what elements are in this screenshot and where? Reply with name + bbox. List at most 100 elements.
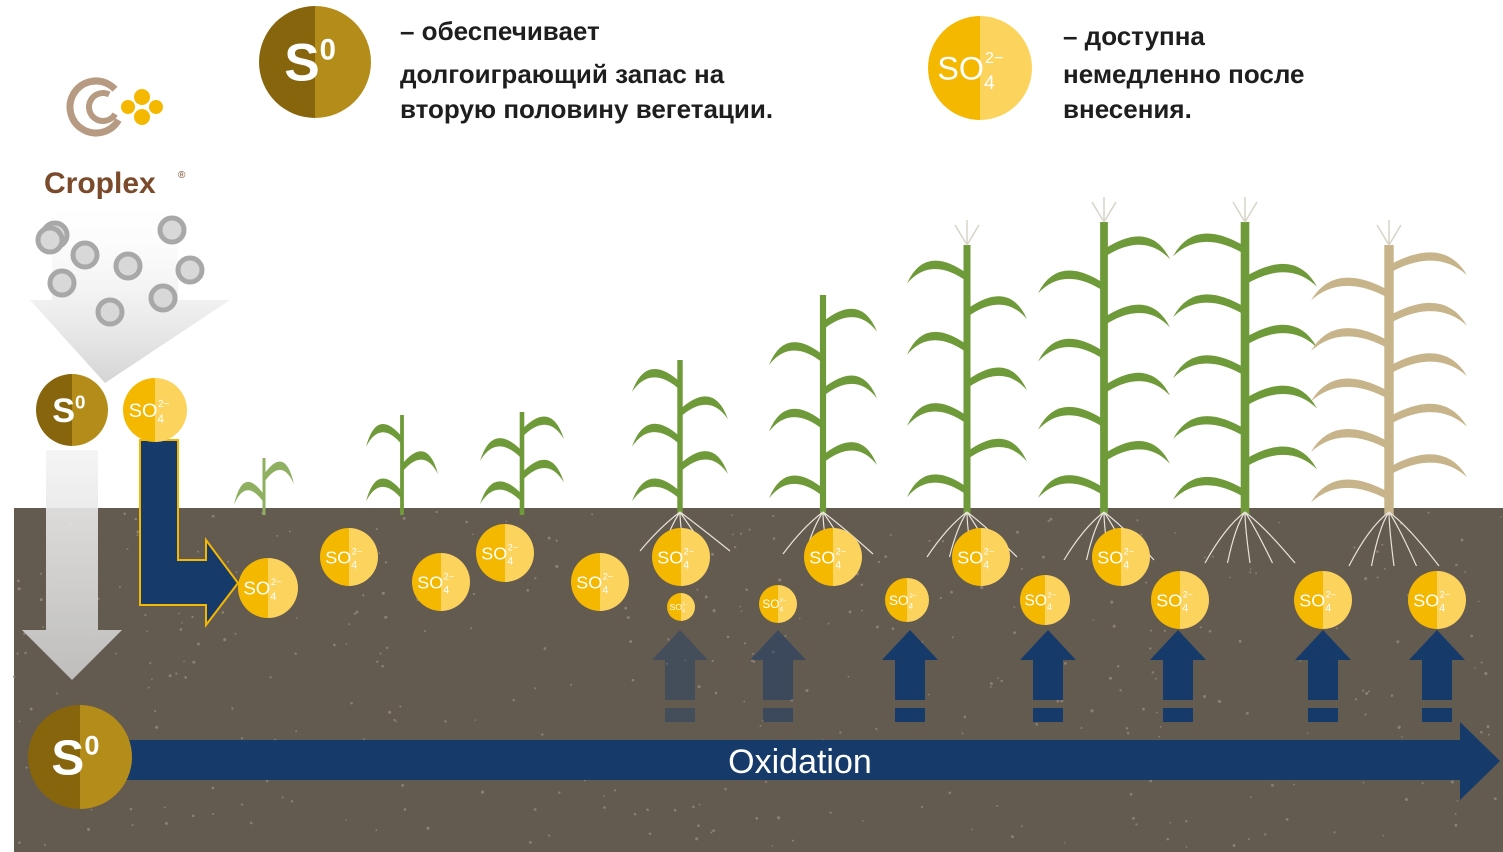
soil-dot <box>1185 820 1187 822</box>
soil-dot <box>362 594 364 596</box>
soil-dot <box>1381 544 1383 546</box>
right-half <box>980 16 1032 120</box>
soil-dot <box>381 665 384 668</box>
so4-formula: SO <box>243 578 270 599</box>
soil-dot <box>529 841 532 844</box>
soil-dot <box>17 653 19 655</box>
soil-dot <box>1461 539 1464 542</box>
legend-line: немедленно после <box>1063 59 1305 89</box>
so4-subscript: 4 <box>682 609 685 615</box>
soil-dot <box>743 701 745 703</box>
soil-dot <box>1293 784 1295 786</box>
so4-subscript: 4 <box>443 585 449 597</box>
soil-dot <box>192 815 195 818</box>
soil-dot <box>1364 713 1366 715</box>
soil-dot <box>146 630 148 632</box>
so4-subscript: 4 <box>779 607 783 614</box>
soil-dot <box>942 540 944 542</box>
so4-molecule: SO42− <box>1408 571 1466 629</box>
leaf <box>480 438 522 461</box>
so4-molecule: SO42− <box>928 16 1032 120</box>
soil-dot <box>724 788 727 791</box>
soil-dot <box>1109 677 1112 680</box>
soil-dot <box>155 726 158 729</box>
soil-dot <box>1470 635 1473 638</box>
soil-dot <box>828 623 830 625</box>
soil-dot <box>231 707 233 709</box>
soil-dot <box>1150 630 1152 632</box>
soil-dot <box>481 791 484 794</box>
soil-dot <box>928 694 930 696</box>
soil-dot <box>964 716 967 719</box>
leaf <box>1245 446 1317 469</box>
soil-dot <box>713 609 716 612</box>
soil-dot <box>634 813 637 816</box>
soil-dot <box>144 614 146 616</box>
so4-subscript: 4 <box>1439 603 1445 615</box>
soil-dot <box>772 515 774 517</box>
soil-dot <box>712 660 714 662</box>
soil-dot <box>393 719 395 721</box>
soil-dot <box>1011 835 1014 838</box>
so4-formula: SO <box>325 547 351 567</box>
soil-dot <box>1164 630 1166 632</box>
soil-dot <box>773 537 776 540</box>
soil-dot <box>698 685 701 688</box>
soil-dot <box>1152 671 1154 673</box>
so4-molecule: SO42− <box>652 528 710 586</box>
so4-charge: 2− <box>508 542 518 552</box>
soil-dot <box>25 766 27 768</box>
so4-formula: SO <box>957 547 983 567</box>
soil-dot <box>603 795 605 797</box>
soil-dot <box>1401 736 1403 738</box>
leaf <box>1038 407 1104 430</box>
so4-molecule: SO42− <box>412 553 470 611</box>
leaf <box>1311 379 1389 402</box>
soil-dot <box>1145 582 1147 584</box>
soil-dot <box>861 584 864 587</box>
soil-dot <box>42 626 44 628</box>
so4-charge: 2− <box>1183 589 1193 599</box>
so4-formula: SO <box>657 547 683 567</box>
granule <box>116 254 140 278</box>
soil-dot <box>403 517 406 520</box>
granule <box>73 243 97 267</box>
soil-dot <box>333 644 336 647</box>
legend-line: – доступна <box>1063 21 1205 51</box>
soil-dot <box>1455 564 1458 567</box>
so4-subscript: 4 <box>1325 603 1331 615</box>
so4-formula: SO <box>481 543 507 563</box>
soil-dot <box>1250 568 1252 570</box>
soil-dot <box>875 728 877 730</box>
soil-dot <box>291 800 293 802</box>
so4-molecule: SO42− <box>759 585 797 623</box>
arrow-bar <box>1308 708 1338 722</box>
leaf <box>1311 328 1389 351</box>
soil-dot <box>1464 571 1466 573</box>
leaf <box>632 424 680 447</box>
soil-dot <box>1119 689 1121 691</box>
soil-dot <box>1155 678 1157 680</box>
soil-dot <box>444 720 446 722</box>
soil-dot <box>1218 700 1221 703</box>
so4-formula: SO <box>809 547 835 567</box>
soil-dot <box>1021 825 1023 827</box>
soil-dot <box>1239 640 1242 643</box>
leaf <box>522 460 564 483</box>
soil-dot <box>151 678 153 680</box>
soil-dot <box>556 539 558 541</box>
soil-dot <box>1255 572 1257 574</box>
leaf <box>769 409 823 432</box>
so4-subscript: 4 <box>602 585 608 597</box>
so4-molecule: SO42− <box>571 553 629 611</box>
soil-dot <box>629 640 632 643</box>
soil-dot <box>13 675 15 677</box>
soil-dot <box>40 573 42 575</box>
soil-dot <box>91 809 93 811</box>
so4-formula: SO <box>1413 590 1439 610</box>
soil-dot <box>384 616 387 619</box>
soil-dot <box>130 808 133 811</box>
so4-formula: SO <box>129 400 158 422</box>
so4-molecule: SO42− <box>1151 571 1209 629</box>
soil-dot <box>1363 782 1365 784</box>
